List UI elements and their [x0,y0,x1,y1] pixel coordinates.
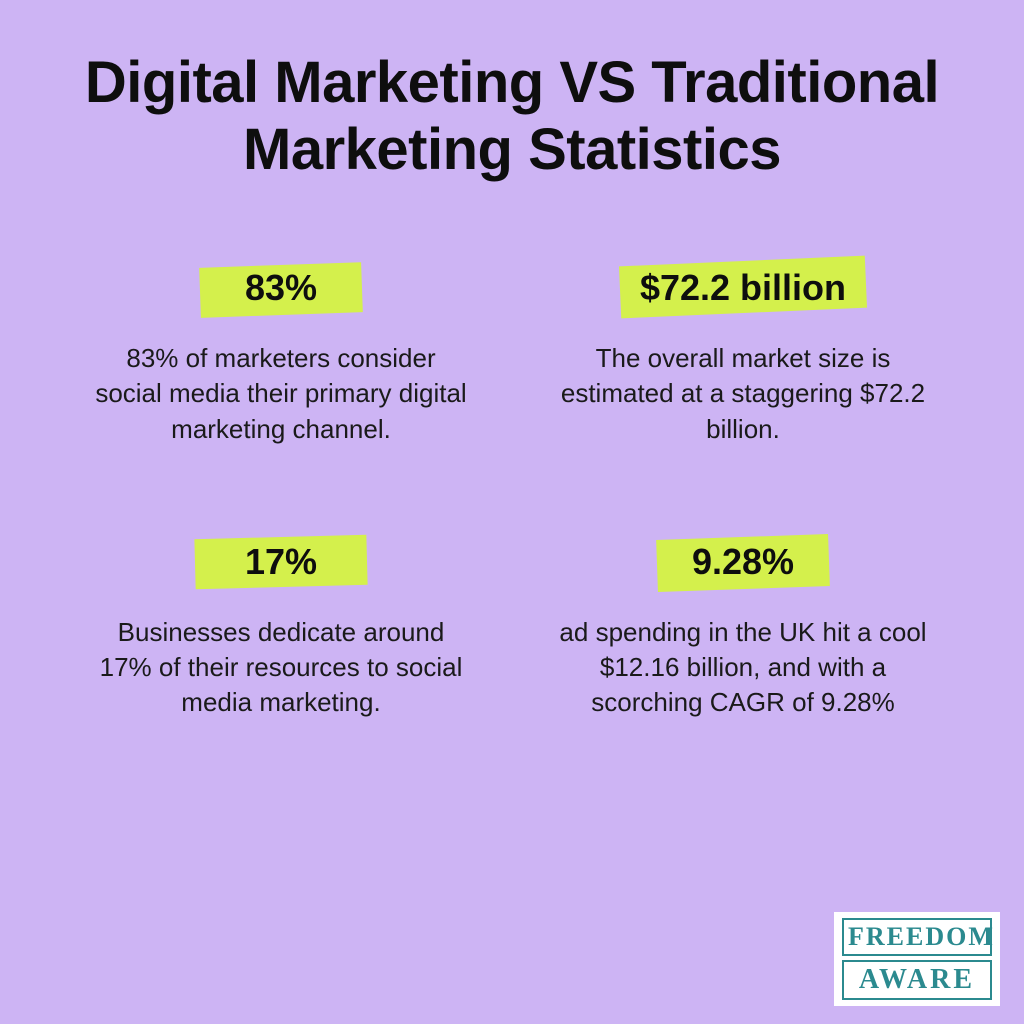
stat-description-1: 83% of marketers consider social media t… [91,341,471,446]
stat-block-1: 83% 83% of marketers consider social med… [80,263,482,446]
brand-logo: FREEDOM AWARE [834,912,1000,1006]
stat-block-3: 17% Businesses dedicate around 17% of th… [80,537,482,720]
stat-description-4: ad spending in the UK hit a cool $12.16 … [553,615,933,720]
main-title: Digital Marketing VS Traditional Marketi… [60,50,964,183]
logo-line-1: FREEDOM [842,918,992,956]
stats-grid: 83% 83% of marketers consider social med… [60,263,964,720]
stat-highlight-3: 17% [235,537,327,587]
stat-value-3: 17% [235,537,327,587]
stat-block-4: 9.28% ad spending in the UK hit a cool $… [542,537,944,720]
stat-value-4: 9.28% [682,537,804,587]
stat-highlight-2: $72.2 billion [630,263,856,313]
stat-block-2: $72.2 billion The overall market size is… [542,263,944,446]
stat-value-1: 83% [235,263,327,313]
stat-highlight-1: 83% [235,263,327,313]
logo-line-2: AWARE [842,960,992,1000]
infographic-container: Digital Marketing VS Traditional Marketi… [0,0,1024,1024]
stat-description-2: The overall market size is estimated at … [553,341,933,446]
stat-value-2: $72.2 billion [630,263,856,313]
stat-highlight-4: 9.28% [682,537,804,587]
stat-description-3: Businesses dedicate around 17% of their … [91,615,471,720]
